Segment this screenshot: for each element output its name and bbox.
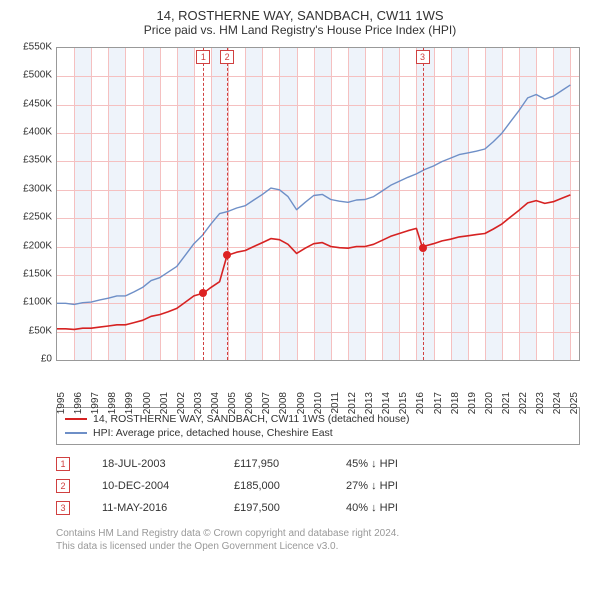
sale-dot	[199, 289, 207, 297]
sale-marker-box: 1	[196, 50, 210, 64]
x-tick-label: 2011	[330, 392, 341, 414]
x-tick-label: 2014	[381, 392, 392, 414]
x-tick-label: 2012	[347, 392, 358, 414]
x-tick-label: 2003	[193, 392, 204, 414]
footer-line-2: This data is licensed under the Open Gov…	[56, 540, 588, 553]
x-tick-label: 2000	[142, 392, 153, 414]
x-tick-label: 2021	[501, 392, 512, 414]
chart-container: 14, ROSTHERNE WAY, SANDBACH, CW11 1WS Pr…	[0, 0, 600, 559]
y-tick-label: £150K	[10, 268, 52, 279]
y-tick-label: £550K	[10, 42, 52, 53]
y-tick-label: £100K	[10, 297, 52, 308]
legend-label: 14, ROSTHERNE WAY, SANDBACH, CW11 1WS (d…	[93, 413, 409, 425]
sale-marker-line	[203, 48, 204, 360]
chart-title: 14, ROSTHERNE WAY, SANDBACH, CW11 1WS	[12, 8, 588, 23]
x-tick-label: 2020	[484, 392, 495, 414]
x-tick-label: 2010	[313, 392, 324, 414]
sales-row: 1 18-JUL-2003 £117,950 45% ↓ HPI	[56, 453, 580, 475]
sale-diff: 45% ↓ HPI	[346, 458, 426, 470]
legend-swatch	[65, 418, 87, 420]
x-tick-label: 2009	[296, 392, 307, 414]
plot-area: 12 3	[56, 47, 580, 361]
sale-marker-line	[423, 48, 424, 360]
sale-price: £117,950	[234, 458, 314, 470]
x-tick-label: 1997	[90, 392, 101, 414]
chart-lines	[57, 48, 579, 360]
x-tick-label: 2006	[244, 392, 255, 414]
y-tick-label: £250K	[10, 212, 52, 223]
sale-dot	[419, 244, 427, 252]
chart-subtitle: Price paid vs. HM Land Registry's House …	[12, 23, 588, 37]
y-axis-labels: £0£50K£100K£150K£200K£250K£300K£350K£400…	[12, 47, 54, 361]
sale-date: 10-DEC-2004	[102, 480, 202, 492]
footer-attribution: Contains HM Land Registry data © Crown c…	[56, 527, 588, 553]
y-tick-label: £450K	[10, 98, 52, 109]
sale-marker-box: 2	[220, 50, 234, 64]
sale-index-box: 2	[56, 479, 70, 493]
y-tick-label: £200K	[10, 240, 52, 251]
sale-price: £185,000	[234, 480, 314, 492]
sale-marker-box: 3	[416, 50, 430, 64]
series-property	[57, 195, 570, 330]
x-tick-label: 2001	[159, 392, 170, 414]
y-tick-label: £500K	[10, 70, 52, 81]
sale-diff: 40% ↓ HPI	[346, 502, 426, 514]
x-tick-label: 2023	[535, 392, 546, 414]
sale-marker-line	[227, 48, 228, 360]
chart-area: £0 £50K £100K £150K £200K £250K £300K £350K £400…	[12, 43, 588, 403]
y-tick-label: £0	[10, 354, 52, 365]
x-tick-label: 2002	[176, 392, 187, 414]
sale-index-box: 3	[56, 501, 70, 515]
x-tick-label: 2025	[569, 392, 580, 414]
footer-line-1: Contains HM Land Registry data © Crown c…	[56, 527, 588, 540]
sale-dot	[223, 251, 231, 259]
x-tick-label: 2016	[415, 392, 426, 414]
legend-swatch	[65, 432, 87, 434]
x-tick-label: 2018	[450, 392, 461, 414]
sale-index-box: 1	[56, 457, 70, 471]
y-tick-label: £350K	[10, 155, 52, 166]
x-tick-label: 2005	[227, 392, 238, 414]
sale-date: 18-JUL-2003	[102, 458, 202, 470]
y-tick-label: £400K	[10, 127, 52, 138]
sales-row: 2 10-DEC-2004 £185,000 27% ↓ HPI	[56, 475, 580, 497]
sale-price: £197,500	[234, 502, 314, 514]
x-tick-label: 2017	[433, 392, 444, 414]
x-tick-label: 1998	[107, 392, 118, 414]
series-hpi	[57, 85, 570, 305]
x-tick-label: 2004	[210, 392, 221, 414]
legend-item: HPI: Average price, detached house, Ches…	[65, 426, 571, 440]
x-tick-label: 2013	[364, 392, 375, 414]
sales-row: 3 11-MAY-2016 £197,500 40% ↓ HPI	[56, 497, 580, 519]
legend-label: HPI: Average price, detached house, Ches…	[93, 427, 333, 439]
sales-table: 1 18-JUL-2003 £117,950 45% ↓ HPI 2 10-DEC-200…	[56, 453, 580, 519]
sale-diff: 27% ↓ HPI	[346, 480, 426, 492]
x-tick-label: 2022	[518, 392, 529, 414]
x-tick-label: 1995	[56, 392, 67, 414]
x-tick-label: 2007	[261, 392, 272, 414]
x-tick-label: 2019	[467, 392, 478, 414]
y-tick-label: £300K	[10, 183, 52, 194]
x-tick-label: 2015	[398, 392, 409, 414]
x-tick-label: 1999	[124, 392, 135, 414]
x-tick-label: 2024	[552, 392, 563, 414]
y-tick-label: £50K	[10, 325, 52, 336]
x-tick-label: 1996	[73, 392, 84, 414]
sale-date: 11-MAY-2016	[102, 502, 202, 514]
x-tick-label: 2008	[278, 392, 289, 414]
x-axis-labels: 1995199619971998199920002001200220032004…	[56, 361, 580, 403]
